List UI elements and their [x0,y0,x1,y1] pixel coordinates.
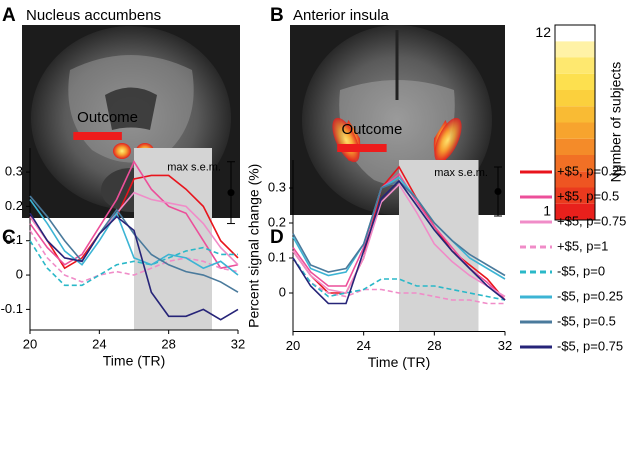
panel-label: A [2,5,16,26]
y-tick-label: 0.1 [268,249,286,264]
colorbar-segment [555,155,595,172]
colorbar-segment [555,57,595,74]
colorbar-segment [555,106,595,123]
x-tick-label: 28 [161,336,175,351]
y-tick-label: 0.2 [5,198,23,213]
series-line [29,160,239,270]
x-tick-label: 32 [231,336,245,351]
panel-label: B [270,5,284,26]
y-tick-label: 0.1 [5,232,23,247]
series-line [29,199,239,276]
y-tick-label: 0.2 [268,214,286,229]
legend-label: -$5, p=0.25 [557,288,623,303]
series-line [29,240,238,287]
outcome-label: Outcome [77,109,138,126]
y-tick-label: 0.3 [268,179,286,194]
colorbar-segment [555,73,595,90]
colorbar-tick-label: 12 [535,24,551,40]
x-tick-label: 32 [498,338,512,353]
colorbar-segment [555,171,595,188]
colorbar-segment [555,122,595,139]
sem-point [227,189,235,197]
sem-label: max s.e.m. [167,162,221,174]
series-line [292,257,505,305]
x-tick-label: 24 [92,336,106,351]
series-line [29,195,239,293]
y-tick-label: -0.1 [1,301,23,316]
panel-label: C [2,227,16,248]
response-window [134,148,212,330]
image-title: Anterior insula [293,7,390,24]
legend-label: +$5, p=1 [557,238,608,253]
colorbar-segment [555,90,595,107]
response-window [399,160,479,332]
y-tick-label: 0.3 [5,163,23,178]
legend-label: -$5, p=0.5 [557,313,616,328]
series-line [292,183,506,298]
panel-label: D [270,227,284,248]
sem-point [494,188,502,195]
x-tick-label: 24 [356,338,370,353]
colorbar-label: Number of subjects [608,62,624,183]
outcome-bar [73,132,122,140]
series-line [292,179,506,305]
x-axis-label: Time (TR) [368,354,430,370]
colorbar-frame [554,24,596,221]
y-tick-label: 0 [16,266,23,281]
x-tick-label: 20 [286,338,300,353]
sem-label: max s.e.m. [434,167,488,179]
legend-label: +$5, p=0.5 [557,188,619,203]
colorbar [554,24,596,221]
series-line [29,174,239,270]
y-tick-label: 0 [279,284,286,299]
series-line [292,257,506,301]
legend-label: -$5, p=0 [557,263,605,278]
colorbar-segment [555,41,595,58]
series-line [29,212,239,321]
y-axis-label: Percent signal change (%) [246,164,262,328]
colorbar-segment [555,25,595,42]
series-line [29,229,239,283]
legend-label: -$5, p=0.75 [557,338,623,353]
colorbar-segment [555,187,595,204]
x-axis-label: Time (TR) [103,353,165,369]
series-line [292,176,506,280]
legend-label: +$5, p=0.25 [557,163,626,178]
x-tick-label: 28 [427,338,441,353]
x-tick-label: 20 [23,336,37,351]
outcome-bar [337,144,387,152]
colorbar-segment [555,138,595,155]
colorbar-segment [555,203,595,220]
image-title: Nucleus accumbens [26,7,161,24]
colorbar-tick-label: 1 [543,203,551,219]
legend-label: +$5, p=0.75 [557,213,626,228]
outcome-label: Outcome [341,121,402,138]
